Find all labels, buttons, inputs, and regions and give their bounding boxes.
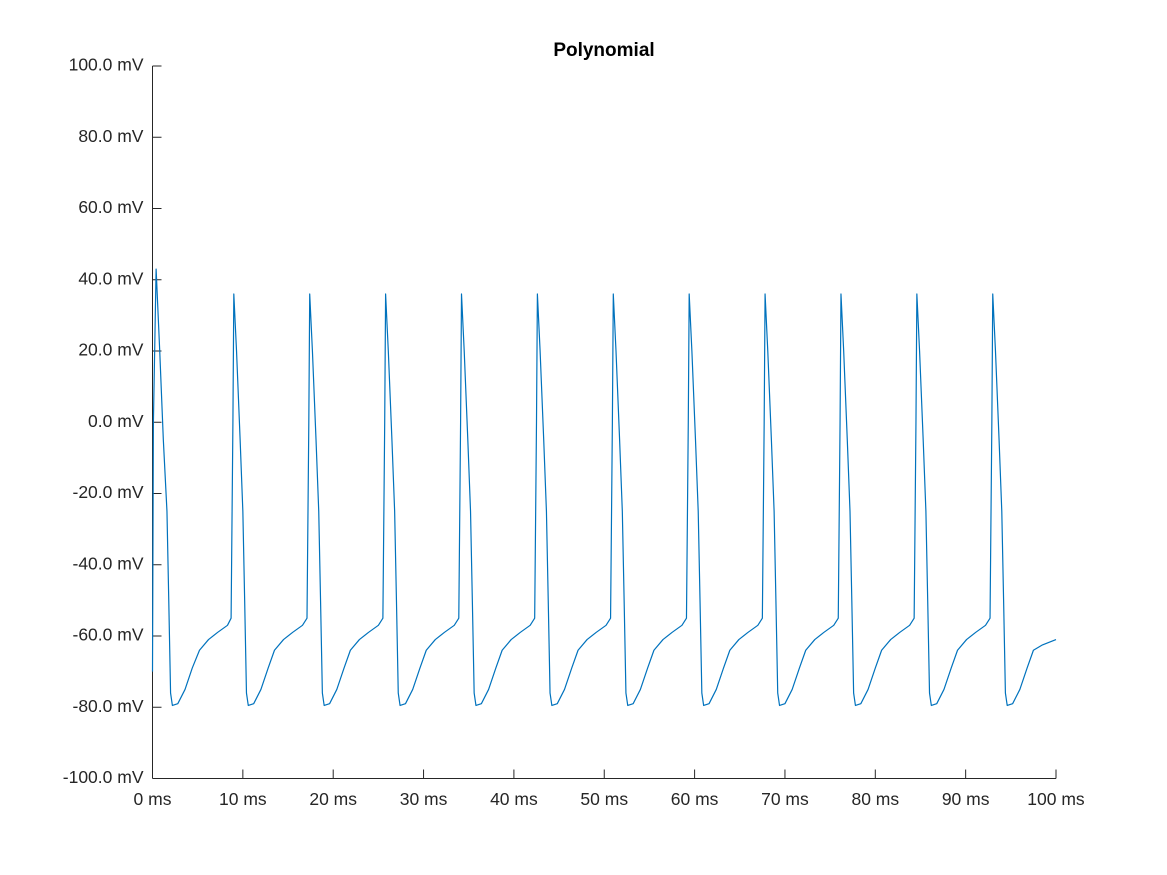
- y-tick-label: 20.0 mV: [78, 340, 143, 360]
- y-tick-label: -20.0 mV: [73, 482, 144, 502]
- y-tick-label: 0.0 mV: [88, 411, 144, 431]
- x-tick-label: 50 ms: [580, 789, 628, 809]
- x-tick-label: 80 ms: [851, 789, 899, 809]
- y-tick-label: -100.0 mV: [63, 767, 144, 787]
- x-tick-label: 0 ms: [134, 789, 172, 809]
- data-line: [151, 268, 1057, 707]
- x-tick-label: 100 ms: [1027, 789, 1085, 809]
- y-tick-label: 60.0 mV: [78, 197, 143, 217]
- x-tick-label: 90 ms: [942, 789, 990, 809]
- y-tick-label: -40.0 mV: [73, 553, 144, 573]
- x-tick-label: 30 ms: [400, 789, 448, 809]
- y-tick-label: 80.0 mV: [78, 126, 143, 146]
- y-tick-label: 40.0 mV: [78, 268, 143, 288]
- y-tick-label: -60.0 mV: [73, 625, 144, 645]
- y-tick-label: 100.0 mV: [69, 55, 144, 75]
- x-tick-label: 60 ms: [671, 789, 719, 809]
- x-tick-label: 70 ms: [761, 789, 809, 809]
- x-tick-label: 10 ms: [219, 789, 267, 809]
- chart-title: Polynomial: [553, 40, 654, 61]
- x-tick-label: 40 ms: [490, 789, 538, 809]
- x-tick-label: 20 ms: [309, 789, 357, 809]
- y-tick-label: -80.0 mV: [73, 696, 144, 716]
